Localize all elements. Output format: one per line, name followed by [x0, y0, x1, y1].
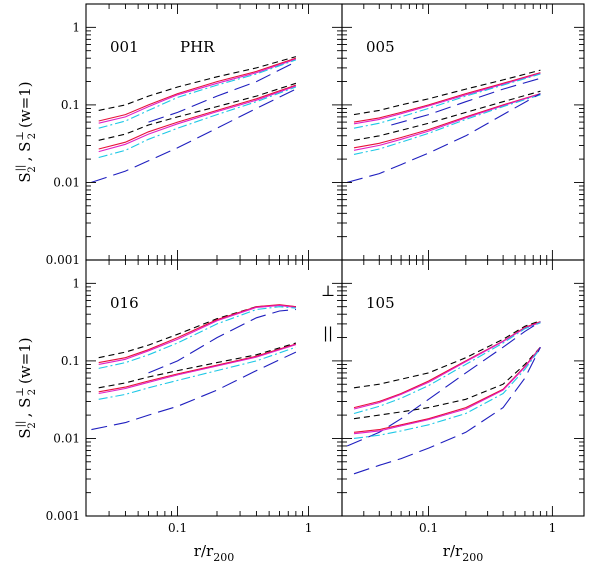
series-005-upper-black: [353, 69, 541, 116]
panel-frame-105: [341, 259, 585, 517]
panel-label: 001: [110, 38, 139, 56]
series-016-upper-magenta: [98, 304, 296, 365]
series-005-lower-black: [353, 90, 541, 141]
x-tick-label: 1: [305, 521, 313, 535]
legend-perp-symbol: ⊥: [321, 282, 335, 300]
panel-label: 105: [366, 294, 395, 312]
series-005-upper-cyan: [353, 73, 541, 129]
series-001-lower-magenta: [98, 85, 297, 153]
series-105-lower-black: [353, 346, 541, 420]
series-105-lower-cyan: [353, 348, 541, 439]
axis-titles: r/r200 r/r200 S||2 , S⊥2 (w=1) S||2 , S⊥2 (…: [15, 81, 483, 564]
series-016-lower-magenta: [98, 344, 297, 395]
series-016-lower-cyan: [98, 346, 297, 400]
y-tick-label: 0.1: [61, 98, 80, 112]
series-016-lower-red: [98, 343, 297, 393]
panel-label: 005: [366, 38, 395, 56]
panel-001: 0.001 0.01 0.1 1 001 PHR: [46, 3, 343, 267]
series-005-lower-blue: [346, 93, 541, 183]
series-001-upper-magenta: [98, 58, 297, 124]
x-tick-label: 1: [549, 521, 557, 535]
y-tick-label: 0.001: [46, 253, 80, 267]
y-tick-label: 0.01: [53, 175, 80, 189]
series-005-lower-magenta: [353, 93, 541, 151]
series-105-lower-blue: [353, 346, 541, 475]
series-105-upper-magenta: [353, 321, 541, 410]
series-001-lower-blue: [91, 88, 297, 183]
series-016-lower-black: [98, 342, 297, 389]
series-001-upper-blue: [148, 61, 297, 123]
series-016-upper-red: [98, 304, 296, 364]
panel-label: 016: [110, 294, 139, 312]
panel-105: 0.1 1 105: [341, 259, 585, 535]
series-001-lower-red: [98, 84, 297, 150]
x-tick-label: 0.1: [168, 521, 187, 535]
series-005-upper-magenta: [353, 72, 541, 125]
series-105-upper-blue: [346, 321, 541, 447]
y-tick-label: 1: [72, 20, 80, 34]
y-tick-label: 0.001: [46, 509, 80, 523]
panel-005: 005: [341, 3, 585, 261]
series-105-lower-magenta: [353, 347, 541, 435]
panel-016: 0.001 0.01 0.1 1 0.1 1 016: [46, 259, 343, 535]
series-016-upper-blue: [148, 308, 296, 374]
series-105-lower-red: [353, 346, 541, 433]
series-005-upper-red: [353, 72, 541, 123]
y-tick-label: 0.1: [61, 354, 80, 368]
series-005-upper-blue: [391, 77, 541, 126]
series-001-upper-black: [98, 56, 297, 111]
series-005-lower-red: [353, 93, 541, 149]
y-axis-title: S||2 , S⊥2 (w=1): [15, 337, 38, 438]
series-105-upper-red: [353, 321, 541, 409]
x-axis-title: r/r200: [194, 542, 234, 564]
y-tick-label: 1: [72, 276, 80, 290]
series-005-lower-cyan: [353, 94, 541, 155]
panel-extra-label: PHR: [180, 38, 215, 56]
series-016-upper-cyan: [98, 306, 296, 369]
series-001-lower-black: [98, 82, 297, 141]
series-105-upper-black: [353, 320, 541, 389]
series-001-lower-cyan: [98, 86, 297, 159]
y-axis-title: S||2 , S⊥2 (w=1): [15, 81, 38, 182]
legend-parallel-symbol: ||: [323, 324, 333, 342]
series-105-upper-cyan: [353, 322, 541, 415]
y-tick-label: 0.01: [53, 431, 80, 445]
series-016-lower-blue: [91, 351, 297, 431]
x-axis-title: r/r200: [443, 542, 483, 564]
x-tick-label: 0.1: [419, 521, 438, 535]
series-001-upper-red: [98, 57, 297, 122]
